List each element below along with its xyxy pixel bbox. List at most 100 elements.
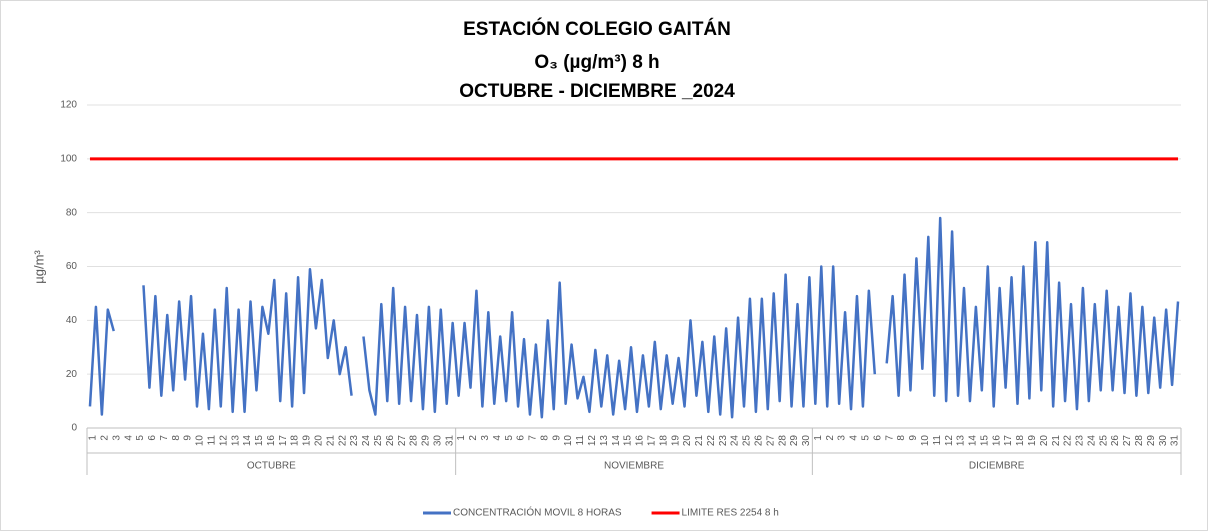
series-line: [88, 216, 1180, 419]
x-tick-label: 22: [706, 435, 717, 447]
x-tick-label: 4: [123, 435, 134, 441]
x-tick-label: 17: [646, 435, 657, 447]
x-tick-label: 20: [1039, 435, 1050, 447]
x-tick-label: 14: [968, 435, 979, 447]
x-tick-label: 7: [528, 435, 539, 441]
x-tick-label: 2: [99, 435, 110, 441]
x-tick-label: 22: [337, 435, 348, 447]
x-tick-label: 17: [278, 435, 289, 447]
x-tick-label: 15: [979, 435, 990, 447]
x-tick-label: 5: [135, 435, 146, 441]
x-tick-label: 6: [872, 435, 883, 441]
x-tick-label: 10: [563, 435, 574, 447]
x-tick-label: 31: [444, 435, 455, 447]
x-tick-label: 15: [254, 435, 265, 447]
x-tick-label: 7: [159, 435, 170, 441]
x-tick-label: 5: [504, 435, 515, 441]
x-tick-label: 27: [765, 435, 776, 447]
x-tick-label: 27: [1122, 435, 1133, 447]
x-tick-label: 10: [920, 435, 931, 447]
month-label: DICIEMBRE: [969, 461, 1025, 472]
x-tick-label: 14: [242, 435, 253, 447]
x-tick-label: 12: [944, 435, 955, 447]
x-tick-label: 8: [539, 435, 550, 441]
x-tick-label: 30: [432, 435, 443, 447]
x-tick-label: 16: [266, 435, 277, 447]
x-tick-label: 30: [801, 435, 812, 447]
x-tick-label: 3: [480, 435, 491, 441]
x-tick-label: 18: [1015, 435, 1026, 447]
x-tick-label: 19: [302, 435, 313, 447]
y-tick-label: 40: [66, 315, 78, 326]
x-tick-label: 23: [718, 435, 729, 447]
x-tick-label: 24: [730, 435, 741, 447]
x-tick-label: 2: [825, 435, 836, 441]
x-tick-label: 8: [171, 435, 182, 441]
x-tick-label: 13: [599, 435, 610, 447]
x-tick-label: 28: [777, 435, 788, 447]
chart-subtitle: OCTUBRE - DICIEMBRE _2024: [459, 81, 735, 102]
month-label: NOVIEMBRE: [604, 461, 664, 472]
x-tick-label: 22: [1063, 435, 1074, 447]
x-tick-label: 4: [492, 435, 503, 441]
x-tick-label: 9: [551, 435, 562, 441]
x-tick-label: 21: [325, 435, 336, 447]
y-tick-label: 0: [71, 423, 77, 434]
legend-label: CONCENTRACIÓN MOVIL 8 HORAS: [453, 506, 622, 519]
x-tick-label: 25: [742, 435, 753, 447]
y-tick-label: 120: [60, 100, 77, 111]
x-tick-label: 19: [1027, 435, 1038, 447]
x-tick-label: 23: [1075, 435, 1086, 447]
chart-title: ESTACIÓN COLEGIO GAITÁN: [463, 18, 731, 40]
x-tick-label: 12: [587, 435, 598, 447]
y-axis-label: µg/m³: [31, 250, 46, 284]
x-tick-label: 6: [516, 435, 527, 441]
x-tick-label: 11: [206, 435, 217, 446]
x-tick-label: 25: [373, 435, 384, 447]
x-tick-label: 8: [896, 435, 907, 441]
x-tick-label: 28: [409, 435, 420, 447]
legend-label: LIMITE RES 2254 8 h: [682, 508, 779, 519]
y-tick-label: 60: [66, 261, 78, 272]
month-label: OCTUBRE: [247, 461, 296, 472]
x-tick-label: 11: [932, 435, 943, 446]
x-tick-label: 1: [456, 435, 467, 441]
x-tick-label: 26: [1110, 435, 1121, 447]
x-tick-label: 11: [575, 435, 586, 446]
x-tick-label: 7: [884, 435, 895, 441]
x-tick-label: 29: [789, 435, 800, 447]
x-tick-label: 18: [290, 435, 301, 447]
x-tick-label: 24: [1086, 435, 1097, 447]
chart-subtitle: O₃ (µg/m³) 8 h: [534, 52, 659, 73]
x-tick-label: 4: [849, 435, 860, 441]
x-tick-label: 21: [1051, 435, 1062, 447]
y-tick-label: 100: [60, 153, 77, 164]
x-tick-label: 27: [397, 435, 408, 447]
x-tick-label: 29: [421, 435, 432, 447]
x-tick-label: 16: [635, 435, 646, 447]
x-tick-label: 31: [1170, 435, 1181, 447]
x-tick-label: 29: [1146, 435, 1157, 447]
x-tick-label: 1: [813, 435, 824, 441]
x-tick-label: 30: [1158, 435, 1169, 447]
x-tick-label: 15: [623, 435, 634, 447]
x-tick-label: 3: [111, 435, 122, 441]
x-tick-label: 14: [611, 435, 622, 447]
x-tick-label: 13: [230, 435, 241, 447]
x-tick-label: 25: [1098, 435, 1109, 447]
x-tick-label: 5: [861, 435, 872, 441]
x-tick-label: 13: [956, 435, 967, 447]
y-tick-label: 80: [66, 207, 78, 218]
x-tick-label: 3: [837, 435, 848, 441]
x-tick-label: 26: [753, 435, 764, 447]
x-tick-label: 26: [385, 435, 396, 447]
x-tick-label: 17: [1003, 435, 1014, 447]
x-tick-label: 10: [195, 435, 206, 447]
x-tick-label: 1: [88, 435, 99, 441]
x-tick-label: 2: [468, 435, 479, 441]
x-tick-label: 18: [658, 435, 669, 447]
x-tick-label: 20: [682, 435, 693, 447]
